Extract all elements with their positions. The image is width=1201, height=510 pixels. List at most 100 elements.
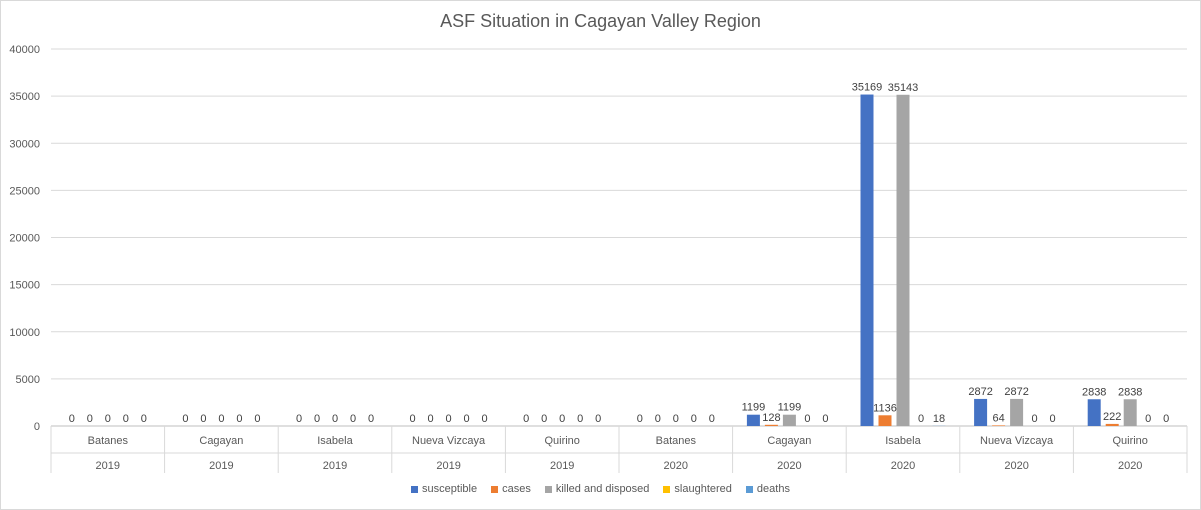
bar-susceptible [746,414,760,426]
bar-killed-and-disposed [896,94,910,426]
data-label: 222 [1103,411,1121,423]
legend-label: cases [502,483,531,495]
data-label: 2838 [1082,386,1106,398]
bar-cases [1105,423,1119,426]
x-tick-label-province: Nueva Vizcaya [412,435,486,447]
y-tick-label: 5000 [16,374,40,386]
data-label: 0 [577,413,583,425]
data-label: 0 [1145,413,1151,425]
legend-swatch [544,485,552,493]
bar-susceptible [860,94,874,427]
data-label: 0 [410,413,416,425]
data-label: 0 [446,413,452,425]
data-label: 0 [1050,413,1056,425]
legend-swatch [745,485,753,493]
x-tick-label-province: Cagayan [199,435,243,447]
data-label: 0 [200,413,206,425]
legend-label: susceptible [422,483,478,495]
y-tick-label: 40000 [9,44,40,56]
data-label: 0 [141,413,147,425]
y-tick-label: 30000 [9,138,40,150]
legend-label: killed and disposed [555,483,650,495]
bar-cases [764,424,778,426]
x-tick-label-year: 2020 [777,460,801,472]
x-tick-label-year: 2020 [1118,460,1142,472]
x-tick-label-province: Cagayan [767,435,811,447]
data-label: 1199 [742,402,766,414]
data-label: 0 [218,413,224,425]
data-label: 128 [762,412,780,424]
x-tick-label-province: Quirino [1112,435,1147,447]
data-label: 18 [933,413,945,425]
legend-swatch [411,485,419,493]
data-label: 0 [804,413,810,425]
data-label: 0 [428,413,434,425]
x-tick-label-year: 2019 [209,460,233,472]
data-label: 2872 [1004,386,1028,398]
data-label: 0 [123,413,129,425]
data-label: 0 [236,413,242,425]
data-label: 0 [482,413,488,425]
y-tick-label: 25000 [9,185,40,197]
legend-label: slaughtered [674,483,732,495]
x-tick-label-year: 2019 [436,460,460,472]
bar-killed-and-disposed [782,414,796,426]
data-label: 0 [105,413,111,425]
data-label: 0 [87,413,93,425]
data-label: 1199 [778,402,802,414]
x-tick-label-province: Nueva Vizcaya [980,435,1054,447]
data-label: 64 [992,412,1004,424]
data-label: 0 [1032,413,1038,425]
data-label: 0 [655,413,661,425]
data-label: 0 [182,413,188,425]
data-label: 35169 [852,82,883,94]
x-tick-label-province: Batanes [88,435,129,447]
legend-swatch [491,485,499,493]
data-label: 2838 [1118,386,1142,398]
bar-killed-and-disposed [1123,399,1137,426]
data-label: 0 [595,413,601,425]
bar-susceptible [1087,399,1101,426]
legend-item: cases [491,483,531,495]
legend-label: deaths [756,483,790,495]
x-tick-label-province: Batanes [656,435,697,447]
data-label: 0 [559,413,565,425]
x-tick-label-year: 2020 [1004,460,1028,472]
data-label: 0 [314,413,320,425]
data-label: 0 [368,413,374,425]
data-label: 0 [637,413,643,425]
data-label: 0 [332,413,338,425]
legend-item: deaths [745,483,790,495]
data-label: 0 [254,413,260,425]
x-tick-label-year: 2019 [96,460,120,472]
legend-swatch [663,485,671,493]
data-label: 1136 [873,402,897,414]
y-tick-label: 20000 [9,233,40,245]
legend-item: killed and disposed [544,483,650,495]
bar-cases [878,415,892,426]
legend-item: susceptible [411,483,477,495]
data-label: 0 [69,413,75,425]
data-label: 0 [350,413,356,425]
legend-item: slaughtered [663,483,732,495]
x-tick-label-province: Quirino [544,435,579,447]
data-label: 35143 [888,82,919,94]
x-tick-label-year: 2019 [550,460,574,472]
x-tick-label-year: 2019 [323,460,347,472]
data-label: 0 [523,413,529,425]
data-label: 0 [464,413,470,425]
chart-legend: susceptible cases killed and disposed slaug… [1,483,1200,495]
bar-killed-and-disposed [1010,398,1024,426]
x-tick-label-year: 2020 [664,460,688,472]
data-label: 0 [1163,413,1169,425]
x-tick-label-province: Isabela [317,435,353,447]
bar-cases [992,425,1006,426]
data-label: 0 [541,413,547,425]
data-label: 2872 [968,386,992,398]
data-label: 0 [673,413,679,425]
y-tick-label: 15000 [9,280,40,292]
data-label: 0 [709,413,715,425]
data-label: 0 [918,413,924,425]
